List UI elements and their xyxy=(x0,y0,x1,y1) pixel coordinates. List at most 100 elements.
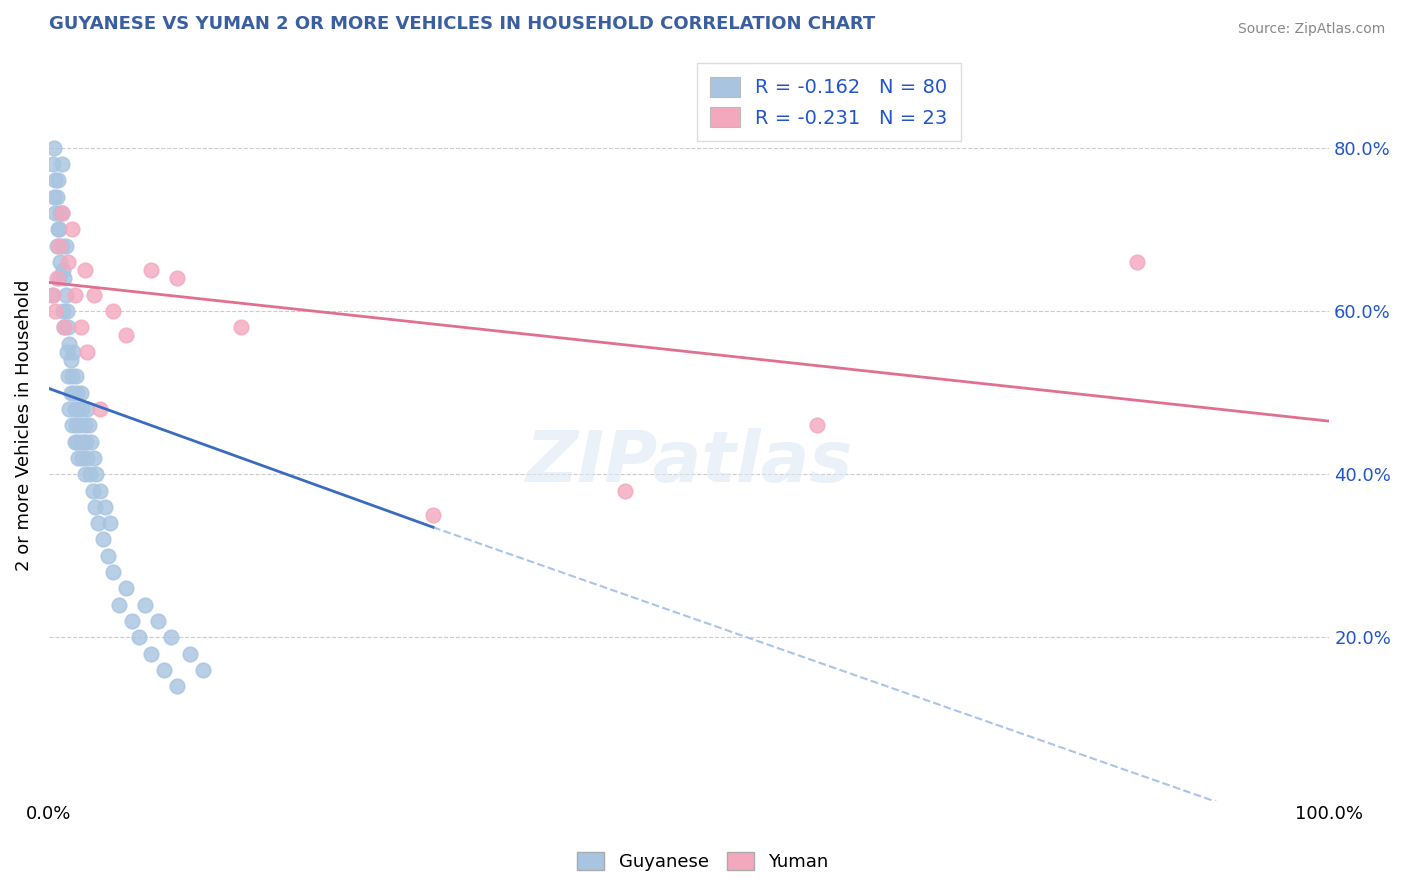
Point xyxy=(41,287,63,301)
Point xyxy=(53,271,76,285)
Point xyxy=(42,157,65,171)
Point xyxy=(89,483,111,498)
Point xyxy=(121,614,143,628)
Point xyxy=(69,418,91,433)
Point xyxy=(75,434,97,449)
Point xyxy=(108,598,131,612)
Point xyxy=(100,516,122,530)
Point xyxy=(67,401,90,416)
Point xyxy=(83,287,105,301)
Point xyxy=(53,320,76,334)
Point xyxy=(83,450,105,465)
Point xyxy=(153,663,176,677)
Text: ZIPatlas: ZIPatlas xyxy=(526,428,853,497)
Point xyxy=(49,206,72,220)
Point xyxy=(70,385,93,400)
Point xyxy=(76,401,98,416)
Point xyxy=(94,500,117,514)
Point xyxy=(179,647,201,661)
Point xyxy=(146,614,169,628)
Point xyxy=(46,222,69,236)
Point xyxy=(166,271,188,285)
Point xyxy=(62,385,84,400)
Point xyxy=(60,418,83,433)
Point xyxy=(91,533,114,547)
Point xyxy=(70,434,93,449)
Point xyxy=(79,467,101,482)
Point xyxy=(70,320,93,334)
Point xyxy=(66,434,89,449)
Point xyxy=(73,467,96,482)
Point xyxy=(52,263,75,277)
Point xyxy=(45,238,67,252)
Point xyxy=(97,549,120,563)
Legend: Guyanese, Yuman: Guyanese, Yuman xyxy=(569,845,837,879)
Point xyxy=(72,401,94,416)
Point xyxy=(128,631,150,645)
Point xyxy=(166,679,188,693)
Point xyxy=(56,369,79,384)
Point xyxy=(56,320,79,334)
Point xyxy=(191,663,214,677)
Point xyxy=(53,320,76,334)
Point xyxy=(72,450,94,465)
Point xyxy=(65,418,87,433)
Point xyxy=(42,190,65,204)
Point xyxy=(101,304,124,318)
Point xyxy=(56,344,79,359)
Text: Source: ZipAtlas.com: Source: ZipAtlas.com xyxy=(1237,22,1385,37)
Point xyxy=(44,173,66,187)
Point xyxy=(84,500,107,514)
Point xyxy=(60,369,83,384)
Point xyxy=(51,206,73,220)
Point xyxy=(48,222,70,236)
Point xyxy=(80,434,103,449)
Point xyxy=(141,263,163,277)
Point xyxy=(60,222,83,236)
Point xyxy=(44,304,66,318)
Point xyxy=(422,508,444,522)
Point xyxy=(48,271,70,285)
Point xyxy=(63,287,86,301)
Point xyxy=(58,401,80,416)
Point xyxy=(89,401,111,416)
Point xyxy=(77,418,100,433)
Point xyxy=(42,287,65,301)
Point xyxy=(52,304,75,318)
Point xyxy=(73,418,96,433)
Point xyxy=(45,190,67,204)
Legend: R = -0.162   N = 80, R = -0.231   N = 23: R = -0.162 N = 80, R = -0.231 N = 23 xyxy=(697,63,962,141)
Point xyxy=(42,141,65,155)
Point xyxy=(76,450,98,465)
Point xyxy=(141,647,163,661)
Point xyxy=(51,206,73,220)
Point xyxy=(114,328,136,343)
Point xyxy=(72,434,94,449)
Y-axis label: 2 or more Vehicles in Household: 2 or more Vehicles in Household xyxy=(15,279,32,571)
Point xyxy=(63,401,86,416)
Point xyxy=(44,206,66,220)
Point xyxy=(614,483,637,498)
Point xyxy=(67,450,90,465)
Point xyxy=(55,287,77,301)
Point xyxy=(1126,255,1149,269)
Point xyxy=(63,434,86,449)
Text: GUYANESE VS YUMAN 2 OR MORE VEHICLES IN HOUSEHOLD CORRELATION CHART: GUYANESE VS YUMAN 2 OR MORE VEHICLES IN … xyxy=(49,15,875,33)
Point xyxy=(159,631,181,645)
Point xyxy=(51,157,73,171)
Point xyxy=(65,369,87,384)
Point xyxy=(55,238,77,252)
Point xyxy=(76,344,98,359)
Point xyxy=(51,238,73,252)
Point xyxy=(59,385,82,400)
Point xyxy=(49,255,72,269)
Point xyxy=(86,516,108,530)
Point xyxy=(58,336,80,351)
Point xyxy=(45,271,67,285)
Point xyxy=(56,304,79,318)
Point xyxy=(114,582,136,596)
Point xyxy=(66,385,89,400)
Point xyxy=(73,263,96,277)
Point xyxy=(56,255,79,269)
Point xyxy=(48,238,70,252)
